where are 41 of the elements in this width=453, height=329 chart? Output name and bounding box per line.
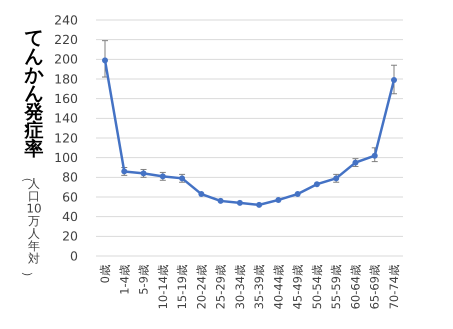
y-tick-label: 0 [70,248,78,264]
y-tick-label: 40 [62,209,78,224]
y-tick-label: 180 [54,71,78,86]
y-tick-label: 80 [62,170,78,185]
point [294,191,301,198]
x-tick-label: 60-64歳 [348,264,362,310]
y-tick-label: 100 [54,150,78,166]
y-tick-label: 220 [54,32,78,48]
x-tick-label: 5-9歳 [136,264,151,295]
point [314,181,320,188]
point [198,191,204,198]
point [256,202,262,208]
point [372,152,378,159]
x-tick-label: 10-14歳 [156,264,170,310]
y-tick-label: 160 [54,91,78,106]
point [236,200,243,206]
y-tick-label: 200 [54,52,78,67]
x-tick-label: 50-54歳 [310,264,324,310]
x-tick-label: 40-44歳 [271,264,286,310]
y-tick-label: 240 [54,12,78,28]
y-tick-label: 60 [62,189,78,204]
y-tick-label: 140 [54,110,78,126]
x-tick-label: 35-39歳 [252,264,266,310]
point [391,76,397,83]
point [275,196,282,203]
x-tick-label: 30-34歳 [232,264,247,310]
x-tick-label: 0歳 [98,264,112,284]
y-axis-title: てんかん発症率 [24,27,44,160]
x-tick-label: 55-59歳 [329,264,344,310]
y-tick-label: 120 [54,130,78,146]
x-tick-label: 20-24歳 [194,264,208,310]
y-tick-label: 20 [62,228,78,244]
text: （人口10万人年対） [20,170,42,283]
point [218,198,224,204]
x-tick-label: 45-49歳 [290,264,305,310]
x-tick-label: 25-29歳 [214,264,228,310]
x-tick-label: 70-74歳 [387,264,401,310]
x-tick-label: 15-19歳 [175,264,190,310]
point [102,57,108,64]
x-tick-label: 65-69歳 [368,264,382,310]
x-tick-label: 1-4歳 [117,264,132,295]
